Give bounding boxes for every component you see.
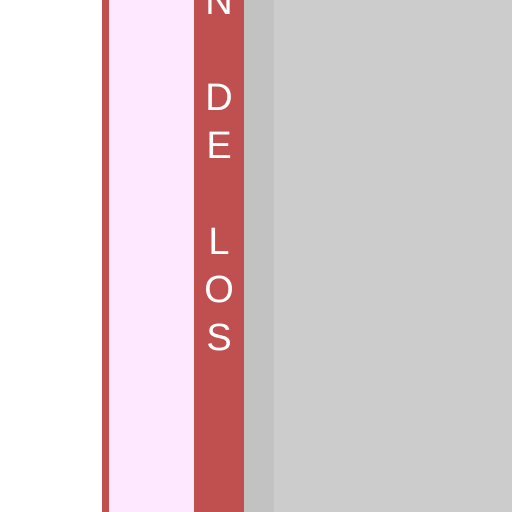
left-blank-area: [0, 0, 102, 512]
vertical-title-char: S: [206, 317, 232, 359]
vertical-title: N D E L O S: [194, 0, 244, 362]
vertical-title-char: O: [204, 269, 234, 311]
panel-divider: [244, 0, 274, 512]
vertical-title-strip: N D E L O S: [194, 0, 244, 512]
side-panel: [102, 0, 194, 512]
vertical-title-char: N: [205, 0, 233, 23]
vertical-title-char: L: [208, 221, 230, 263]
vertical-title-char: E: [206, 125, 232, 167]
main-content-area: [274, 0, 512, 512]
vertical-title-char: D: [205, 77, 233, 119]
